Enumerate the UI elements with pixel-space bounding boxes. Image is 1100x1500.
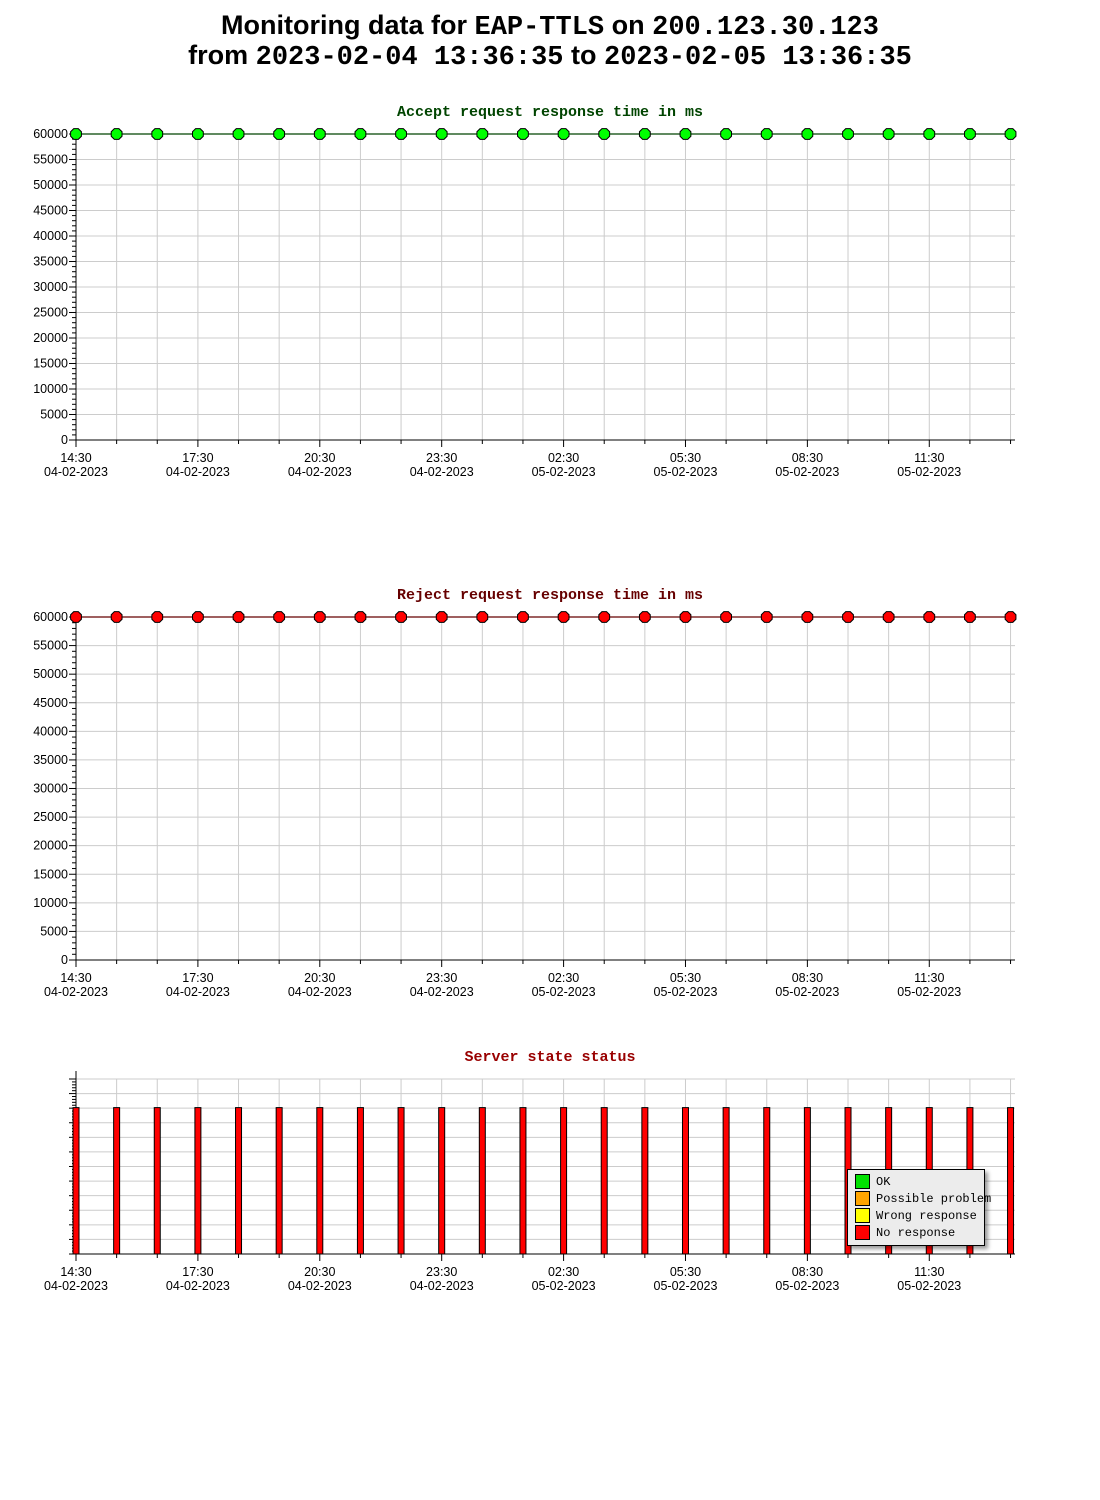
svg-text:05-02-2023: 05-02-2023 bbox=[897, 1279, 961, 1293]
svg-text:05-02-2023: 05-02-2023 bbox=[532, 985, 596, 999]
svg-text:Accept request response time i: Accept request response time in ms bbox=[397, 104, 703, 121]
svg-text:5000: 5000 bbox=[40, 408, 68, 422]
svg-text:04-02-2023: 04-02-2023 bbox=[166, 1279, 230, 1293]
svg-text:05-02-2023: 05-02-2023 bbox=[532, 1279, 596, 1293]
svg-text:17:30: 17:30 bbox=[182, 451, 213, 465]
svg-text:60000: 60000 bbox=[33, 610, 68, 624]
svg-text:5000: 5000 bbox=[40, 924, 68, 938]
svg-text:25000: 25000 bbox=[33, 810, 68, 824]
svg-text:04-02-2023: 04-02-2023 bbox=[410, 1279, 474, 1293]
svg-text:05-02-2023: 05-02-2023 bbox=[532, 465, 596, 479]
svg-text:50000: 50000 bbox=[33, 178, 68, 192]
svg-text:04-02-2023: 04-02-2023 bbox=[410, 985, 474, 999]
svg-text:20:30: 20:30 bbox=[304, 971, 335, 985]
svg-text:23:30: 23:30 bbox=[426, 971, 457, 985]
svg-text:04-02-2023: 04-02-2023 bbox=[288, 985, 352, 999]
svg-text:11:30: 11:30 bbox=[914, 1265, 944, 1279]
svg-text:10000: 10000 bbox=[33, 382, 68, 396]
svg-text:23:30: 23:30 bbox=[426, 1265, 457, 1279]
svg-text:14:30: 14:30 bbox=[60, 451, 91, 465]
svg-text:Server state status: Server state status bbox=[464, 1049, 635, 1066]
svg-text:05-02-2023: 05-02-2023 bbox=[775, 985, 839, 999]
svg-text:04-02-2023: 04-02-2023 bbox=[410, 465, 474, 479]
svg-text:05:30: 05:30 bbox=[670, 451, 701, 465]
svg-text:04-02-2023: 04-02-2023 bbox=[166, 985, 230, 999]
svg-text:20000: 20000 bbox=[33, 331, 68, 345]
svg-text:05:30: 05:30 bbox=[670, 971, 701, 985]
svg-text:20:30: 20:30 bbox=[304, 1265, 335, 1279]
svg-text:11:30: 11:30 bbox=[914, 971, 944, 985]
svg-text:05-02-2023: 05-02-2023 bbox=[897, 985, 961, 999]
svg-text:11:30: 11:30 bbox=[914, 451, 944, 465]
svg-text:40000: 40000 bbox=[33, 724, 68, 738]
svg-text:30000: 30000 bbox=[33, 280, 68, 294]
svg-text:50000: 50000 bbox=[33, 667, 68, 681]
svg-text:Reject request response time i: Reject request response time in ms bbox=[397, 587, 703, 604]
svg-text:45000: 45000 bbox=[33, 204, 68, 218]
svg-text:20000: 20000 bbox=[33, 839, 68, 853]
svg-text:55000: 55000 bbox=[33, 153, 68, 167]
svg-text:05-02-2023: 05-02-2023 bbox=[654, 1279, 718, 1293]
svg-text:20:30: 20:30 bbox=[304, 451, 335, 465]
svg-text:55000: 55000 bbox=[33, 639, 68, 653]
svg-text:17:30: 17:30 bbox=[182, 1265, 213, 1279]
svg-text:04-02-2023: 04-02-2023 bbox=[166, 465, 230, 479]
svg-text:05:30: 05:30 bbox=[670, 1265, 701, 1279]
svg-text:0: 0 bbox=[61, 953, 68, 967]
svg-text:14:30: 14:30 bbox=[60, 971, 91, 985]
svg-text:25000: 25000 bbox=[33, 306, 68, 320]
svg-text:15000: 15000 bbox=[33, 867, 68, 881]
svg-text:14:30: 14:30 bbox=[60, 1265, 91, 1279]
svg-text:08:30: 08:30 bbox=[792, 1265, 823, 1279]
svg-text:05-02-2023: 05-02-2023 bbox=[654, 465, 718, 479]
svg-text:04-02-2023: 04-02-2023 bbox=[44, 985, 108, 999]
svg-text:02:30: 02:30 bbox=[548, 971, 579, 985]
svg-text:08:30: 08:30 bbox=[792, 451, 823, 465]
svg-text:23:30: 23:30 bbox=[426, 451, 457, 465]
svg-text:17:30: 17:30 bbox=[182, 971, 213, 985]
svg-text:10000: 10000 bbox=[33, 896, 68, 910]
svg-text:02:30: 02:30 bbox=[548, 451, 579, 465]
svg-text:05-02-2023: 05-02-2023 bbox=[654, 985, 718, 999]
svg-text:45000: 45000 bbox=[33, 696, 68, 710]
svg-text:05-02-2023: 05-02-2023 bbox=[897, 465, 961, 479]
svg-text:04-02-2023: 04-02-2023 bbox=[288, 465, 352, 479]
svg-text:60000: 60000 bbox=[33, 127, 68, 141]
svg-text:30000: 30000 bbox=[33, 782, 68, 796]
svg-text:04-02-2023: 04-02-2023 bbox=[44, 1279, 108, 1293]
svg-text:04-02-2023: 04-02-2023 bbox=[288, 1279, 352, 1293]
svg-text:02:30: 02:30 bbox=[548, 1265, 579, 1279]
svg-text:15000: 15000 bbox=[33, 357, 68, 371]
svg-text:35000: 35000 bbox=[33, 255, 68, 269]
svg-text:0: 0 bbox=[61, 433, 68, 447]
svg-text:05-02-2023: 05-02-2023 bbox=[775, 465, 839, 479]
svg-text:05-02-2023: 05-02-2023 bbox=[775, 1279, 839, 1293]
svg-text:40000: 40000 bbox=[33, 229, 68, 243]
svg-text:35000: 35000 bbox=[33, 753, 68, 767]
svg-text:04-02-2023: 04-02-2023 bbox=[44, 465, 108, 479]
svg-text:08:30: 08:30 bbox=[792, 971, 823, 985]
